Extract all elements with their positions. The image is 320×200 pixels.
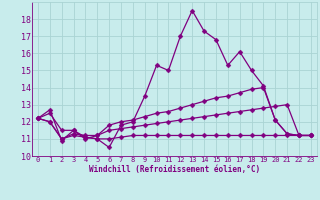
X-axis label: Windchill (Refroidissement éolien,°C): Windchill (Refroidissement éolien,°C) [89,165,260,174]
